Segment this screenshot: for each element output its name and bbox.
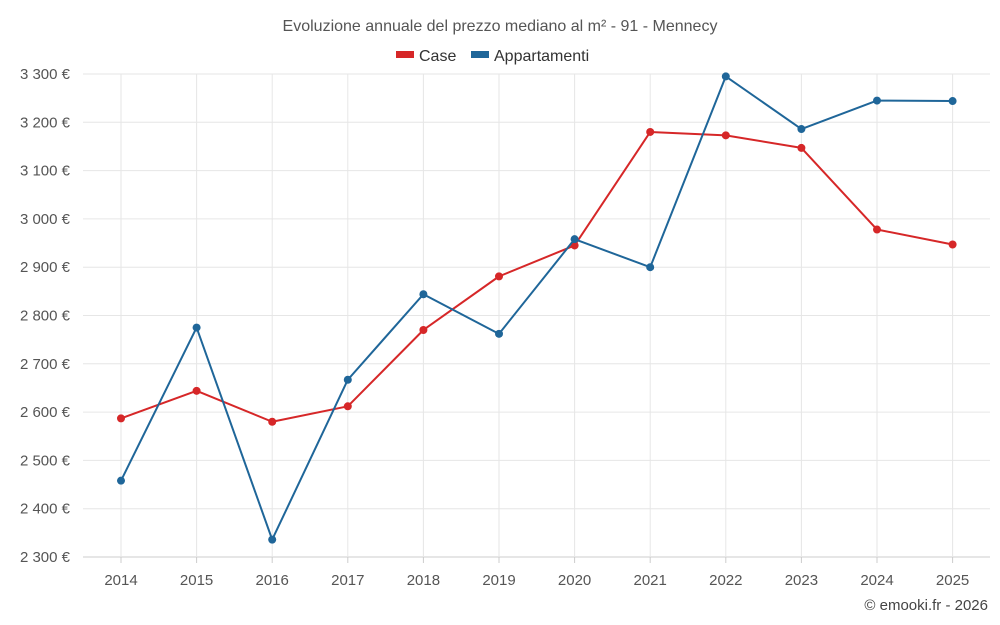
y-tick-label: 3 100 € [20,163,71,180]
x-tick-label: 2020 [558,572,591,589]
x-tick-label: 2015 [180,572,213,589]
y-axis: 2 300 € 2 400 € 2 500 € 2 600 € 2 700 € 2 800… [20,66,71,566]
x-tick-label: 2023 [785,572,818,589]
data-point[interactable] [646,127,655,136]
y-tick-label: 2 800 € [20,308,71,325]
y-tick-label: 2 500 € [20,452,71,469]
data-point[interactable] [419,290,428,299]
data-point[interactable] [117,476,125,485]
y-tick-label: 2 600 € [20,404,71,421]
y-tick-label: 2 400 € [20,501,71,518]
series-line-case [120,130,953,423]
data-point[interactable] [948,240,957,249]
data-point[interactable] [721,131,730,140]
data-point[interactable] [873,225,881,234]
data-point[interactable] [797,143,806,152]
data-point[interactable] [419,325,428,334]
data-point[interactable] [495,329,503,338]
data-point[interactable] [343,402,352,411]
x-tick-label: 2014 [104,572,137,589]
y-tick-label: 3 300 € [20,66,71,83]
data-point[interactable] [192,323,201,332]
data-point[interactable] [721,72,730,81]
data-point[interactable] [343,375,352,384]
series-appartamenti [117,72,957,544]
series-layer [117,72,957,544]
x-tick-label: 2018 [407,572,440,589]
data-point[interactable] [797,125,806,134]
data-point[interactable] [570,241,579,250]
data-point[interactable] [268,417,277,426]
data-point[interactable] [873,96,881,105]
data-point[interactable] [268,535,277,544]
y-tick-label: 2 700 € [20,356,71,373]
x-tick-label: 2024 [860,572,893,589]
data-point[interactable] [117,414,125,423]
x-tick-label: 2019 [482,572,515,589]
series-line-appartamenti [120,75,953,541]
data-point[interactable] [192,386,201,395]
y-tick-label: 2 900 € [20,259,71,276]
legend-label: Appartamenti [494,48,589,65]
x-tick-label: 2025 [936,572,969,589]
x-tick-label: 2021 [634,572,667,589]
legend-swatch [471,51,489,58]
x-tick-label: 2016 [256,572,289,589]
y-tick-label: 2 300 € [20,549,71,566]
legend-label: Case [419,48,456,65]
data-point[interactable] [495,272,503,281]
legend-item-appartamenti[interactable]: Appartamenti [471,48,589,65]
chart-title: Evoluzione annuale del prezzo mediano al… [283,18,718,35]
y-tick-label: 3 000 € [20,211,71,228]
data-point[interactable] [948,97,957,106]
legend-item-case[interactable]: Case [396,48,456,65]
legend-swatch [396,51,414,58]
x-axis: 2014 2015 2016 2017 2018 2019 2020 2021 2022 2023… [104,572,969,589]
data-point[interactable] [646,263,655,272]
grid [83,73,990,563]
credit-text: © emooki.fr - 2026 [864,597,988,614]
y-tick-label: 3 200 € [20,114,71,131]
x-tick-label: 2017 [331,572,364,589]
x-tick-label: 2022 [709,572,742,589]
series-case [117,127,957,426]
data-point[interactable] [570,235,579,244]
legend: Case Appartamenti [396,48,589,65]
